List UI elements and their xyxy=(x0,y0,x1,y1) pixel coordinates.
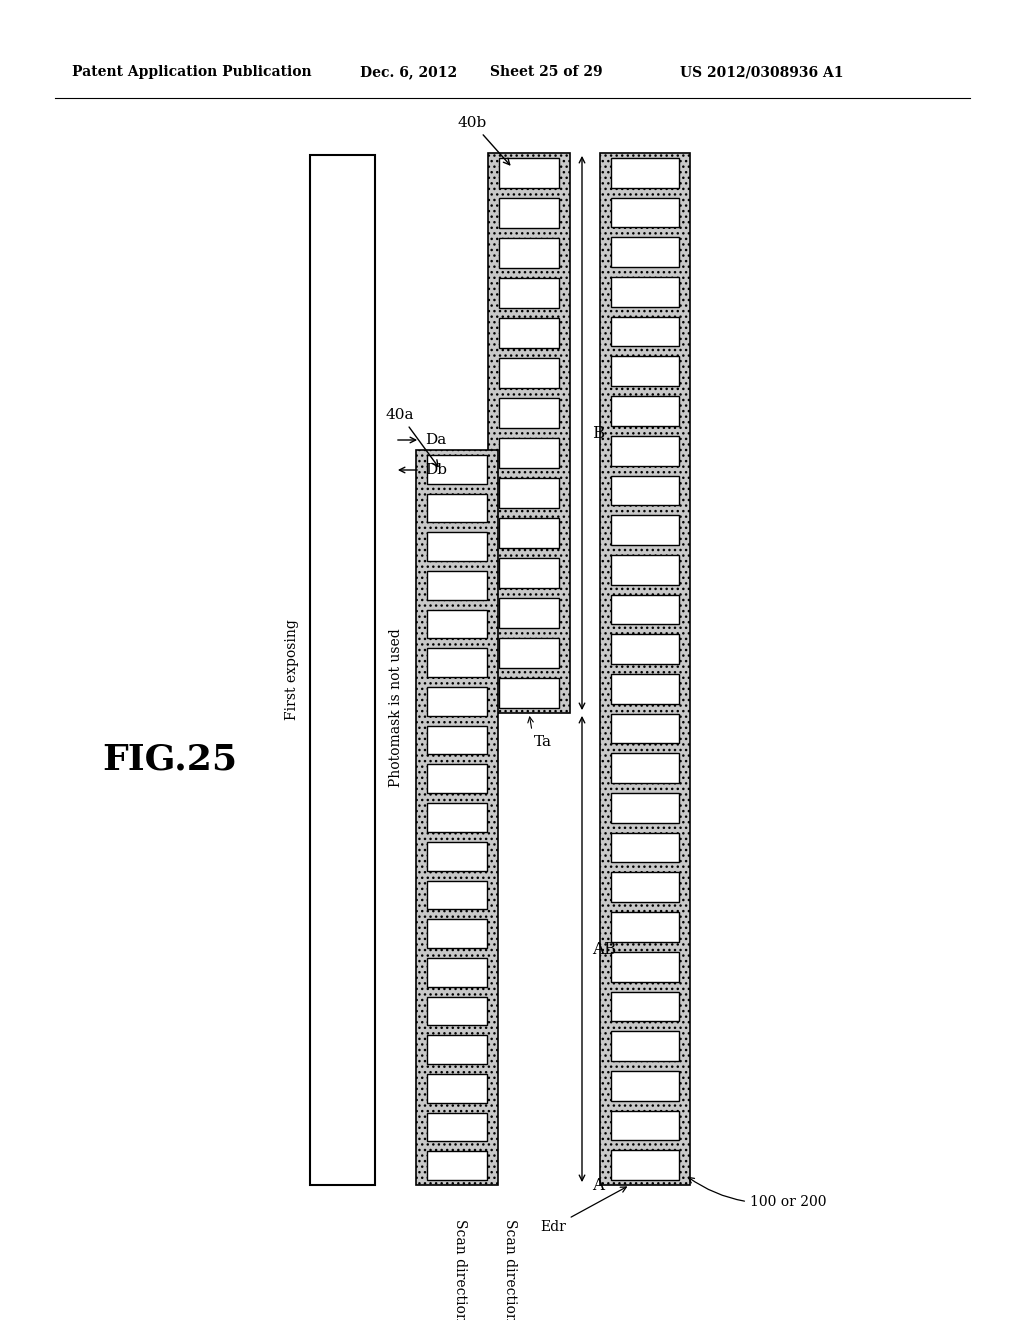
Text: B: B xyxy=(592,425,604,441)
Bar xyxy=(427,648,487,677)
Bar xyxy=(611,277,679,306)
Bar xyxy=(611,356,679,387)
Bar xyxy=(427,997,487,1026)
Bar xyxy=(611,475,679,506)
Text: Db: Db xyxy=(425,463,447,477)
Bar xyxy=(427,880,487,909)
Text: Patent Application Publication: Patent Application Publication xyxy=(72,65,311,79)
Bar xyxy=(427,455,487,483)
Bar xyxy=(499,517,559,548)
Bar xyxy=(611,1031,679,1061)
Bar xyxy=(499,158,559,187)
Bar xyxy=(611,396,679,426)
Text: Photomask is not used: Photomask is not used xyxy=(389,628,403,787)
Bar xyxy=(611,952,679,982)
Text: Da: Da xyxy=(425,433,446,447)
Bar xyxy=(611,554,679,585)
Bar xyxy=(427,688,487,715)
Bar xyxy=(499,478,559,508)
Text: Scan direction: Scan direction xyxy=(453,1218,467,1320)
Bar xyxy=(611,594,679,624)
Bar xyxy=(611,675,679,704)
Bar xyxy=(427,842,487,870)
Bar xyxy=(499,558,559,587)
Bar xyxy=(611,991,679,1022)
Bar xyxy=(427,572,487,599)
Bar xyxy=(611,158,679,187)
Bar xyxy=(499,598,559,628)
Bar xyxy=(488,153,570,713)
Bar xyxy=(611,873,679,902)
Text: Sheet 25 of 29: Sheet 25 of 29 xyxy=(490,65,603,79)
Bar xyxy=(611,436,679,466)
Bar xyxy=(611,317,679,346)
Text: Ta: Ta xyxy=(534,735,552,748)
Text: 40a: 40a xyxy=(386,408,438,466)
Bar xyxy=(427,726,487,755)
Bar xyxy=(427,532,487,561)
Bar xyxy=(427,1113,487,1142)
Bar xyxy=(611,912,679,942)
Bar xyxy=(611,833,679,862)
Bar xyxy=(499,399,559,428)
Bar xyxy=(499,279,559,308)
Bar xyxy=(611,198,679,227)
Bar xyxy=(427,958,487,986)
Text: FIG.25: FIG.25 xyxy=(102,743,238,777)
Text: AB: AB xyxy=(592,940,616,957)
Bar xyxy=(611,1071,679,1101)
Bar xyxy=(499,358,559,388)
Bar xyxy=(427,1035,487,1064)
Text: Scan direction: Scan direction xyxy=(503,1218,517,1320)
Text: Dec. 6, 2012: Dec. 6, 2012 xyxy=(360,65,457,79)
Text: A: A xyxy=(592,1176,604,1193)
Bar xyxy=(499,438,559,469)
Bar xyxy=(499,238,559,268)
Bar xyxy=(611,635,679,664)
Bar xyxy=(499,638,559,668)
Text: Edr: Edr xyxy=(540,1187,627,1234)
Bar xyxy=(427,1151,487,1180)
Bar xyxy=(611,515,679,545)
Bar xyxy=(499,318,559,348)
Bar xyxy=(427,1074,487,1102)
Bar xyxy=(611,238,679,267)
Bar xyxy=(611,1110,679,1140)
Bar xyxy=(416,450,498,1185)
Bar xyxy=(427,803,487,832)
Text: 100 or 200: 100 or 200 xyxy=(688,1177,826,1209)
Bar xyxy=(427,610,487,639)
Bar xyxy=(499,678,559,708)
Bar xyxy=(427,919,487,948)
Bar xyxy=(427,764,487,793)
Bar xyxy=(611,793,679,822)
Bar xyxy=(611,754,679,783)
Text: 40b: 40b xyxy=(458,116,510,165)
Bar xyxy=(310,154,375,1185)
Bar xyxy=(611,714,679,743)
Bar xyxy=(499,198,559,228)
Bar xyxy=(611,1150,679,1180)
Text: First exposing: First exposing xyxy=(285,619,299,721)
Text: US 2012/0308936 A1: US 2012/0308936 A1 xyxy=(680,65,844,79)
Bar xyxy=(600,153,690,1185)
Bar xyxy=(427,494,487,523)
